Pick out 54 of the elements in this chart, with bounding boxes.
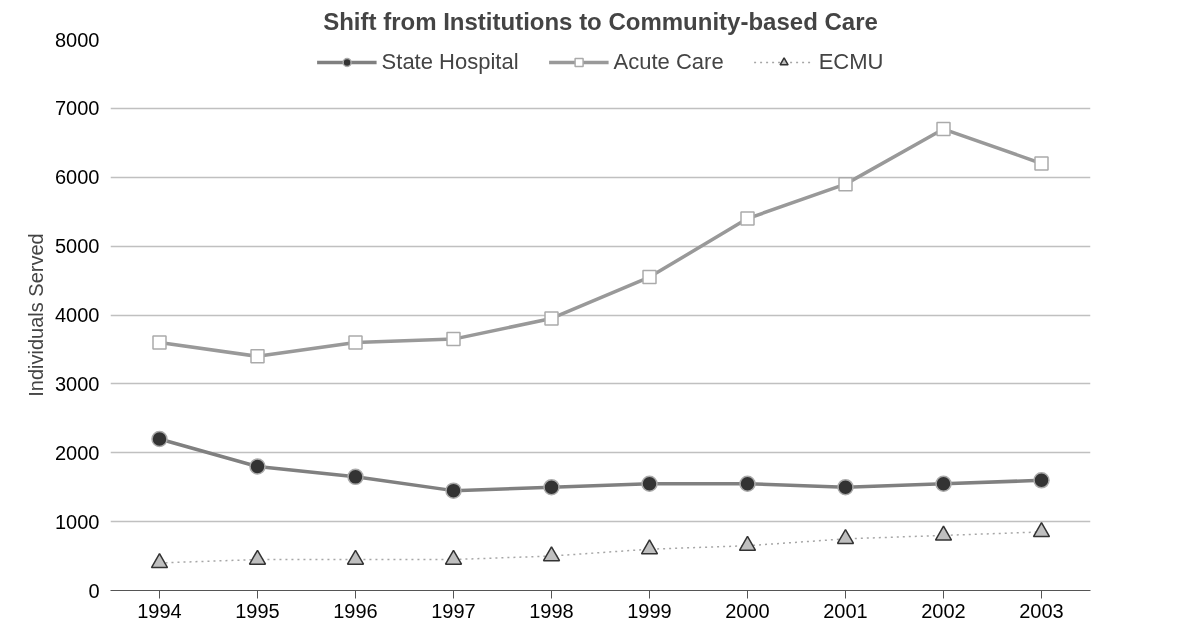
point: [444, 549, 463, 565]
x-tick-label: 1999: [627, 599, 672, 622]
x-tick-label: 2000: [725, 599, 770, 622]
legend-label: Acute Care: [613, 49, 724, 75]
point: [348, 335, 363, 350]
point: [1033, 472, 1050, 489]
legend-label: State Hospital: [381, 49, 519, 75]
y-tick-label: 5000: [55, 235, 100, 258]
point: [446, 331, 461, 347]
point: [641, 475, 658, 492]
point: [1034, 156, 1049, 171]
y-axis-title: Individuals Served: [25, 233, 48, 397]
point: [445, 482, 462, 499]
x-tick-label: 1995: [235, 599, 280, 622]
point: [836, 528, 855, 545]
point: [935, 475, 952, 492]
y-tick-label: 1000: [55, 510, 100, 533]
point: [542, 546, 561, 562]
legend-label: ECMU: [818, 49, 884, 75]
y-tick-label: 4000: [55, 304, 100, 326]
y-tick-label: 7000: [55, 97, 100, 120]
y-tick-label: 2000: [55, 441, 100, 464]
point: [640, 539, 659, 555]
y-tick-label: 8000: [55, 28, 100, 51]
point: [740, 211, 755, 226]
chart-title: Shift from Institutions to Community-based Care: [323, 7, 878, 35]
x-tick-label: 2002: [921, 599, 966, 622]
point: [151, 430, 168, 448]
x-tick-label: 1996: [333, 599, 378, 622]
x-tick-label: 1998: [529, 599, 574, 622]
point: [249, 458, 266, 475]
x-tick-label: 2003: [1019, 599, 1064, 622]
point: [936, 121, 951, 137]
point: [152, 335, 167, 350]
point: [738, 535, 757, 552]
point: [739, 475, 756, 492]
point: [544, 311, 559, 326]
point: [346, 549, 365, 565]
y-tick-label: 0: [88, 579, 100, 602]
point: [1032, 521, 1051, 538]
point: [250, 349, 265, 364]
point: [642, 269, 657, 285]
point: [347, 468, 364, 486]
x-tick-label: 2001: [823, 599, 868, 622]
point: [934, 525, 953, 541]
point: [248, 549, 267, 565]
point: [543, 478, 560, 496]
point: [150, 552, 169, 569]
point: [837, 478, 854, 496]
y-tick-label: 6000: [55, 166, 100, 189]
point: [838, 176, 853, 192]
x-tick-label: 1994: [137, 599, 182, 622]
y-tick-label: 3000: [55, 372, 100, 395]
x-tick-label: 1997: [431, 599, 476, 622]
